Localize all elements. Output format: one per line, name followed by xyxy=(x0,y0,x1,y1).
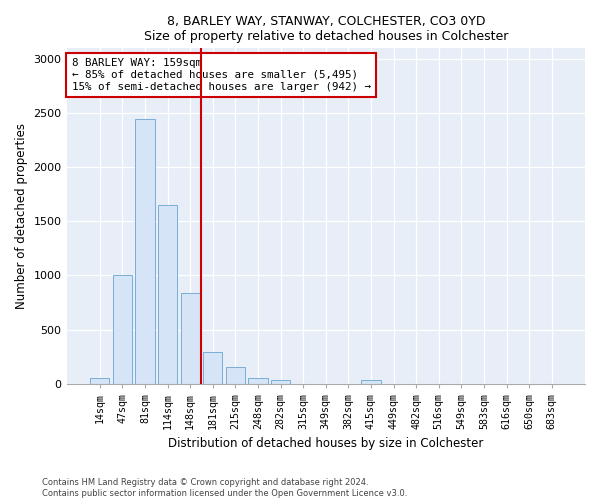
Title: 8, BARLEY WAY, STANWAY, COLCHESTER, CO3 0YD
Size of property relative to detache: 8, BARLEY WAY, STANWAY, COLCHESTER, CO3 … xyxy=(143,15,508,43)
Text: 8 BARLEY WAY: 159sqm
← 85% of detached houses are smaller (5,495)
15% of semi-de: 8 BARLEY WAY: 159sqm ← 85% of detached h… xyxy=(72,58,371,92)
Bar xyxy=(90,378,109,384)
Bar xyxy=(113,276,132,384)
Bar xyxy=(361,380,380,384)
Bar xyxy=(248,378,268,384)
Bar xyxy=(226,368,245,384)
Y-axis label: Number of detached properties: Number of detached properties xyxy=(15,123,28,309)
Bar xyxy=(158,205,177,384)
Bar xyxy=(203,352,223,384)
Bar xyxy=(136,118,155,384)
X-axis label: Distribution of detached houses by size in Colchester: Distribution of detached houses by size … xyxy=(168,437,484,450)
Text: Contains HM Land Registry data © Crown copyright and database right 2024.
Contai: Contains HM Land Registry data © Crown c… xyxy=(42,478,407,498)
Bar xyxy=(271,380,290,384)
Bar xyxy=(181,293,200,384)
